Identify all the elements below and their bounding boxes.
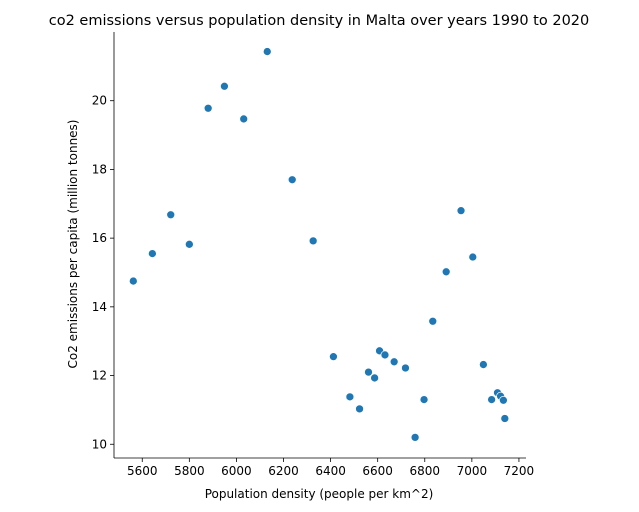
data-point: [479, 360, 488, 369]
data-point: [329, 352, 338, 362]
x-tick-label: 7000: [457, 464, 488, 478]
y-tick-label: 16: [92, 231, 107, 245]
data-point: [355, 404, 364, 414]
data-point: [419, 395, 429, 404]
x-tick-label: 6200: [268, 464, 299, 478]
x-tick-label: 5800: [174, 464, 205, 478]
data-point: [410, 433, 420, 442]
x-tick-label: 6000: [221, 464, 252, 478]
data-point: [428, 316, 438, 326]
x-tick-label: 6800: [409, 464, 440, 478]
y-tick-label: 20: [92, 94, 107, 108]
chart-title: co2 emissions versus population density …: [49, 13, 590, 29]
data-point: [499, 395, 508, 405]
data-point: [487, 395, 496, 404]
y-tick-label: 12: [92, 369, 107, 383]
axes: [113, 32, 526, 459]
data-point: [441, 267, 451, 277]
data-point: [370, 373, 379, 383]
data-point: [389, 357, 399, 367]
x-axis-ticks: 5600 5800 6000 6200 6400 6600 6800 7000 7200: [127, 458, 534, 478]
y-axis-label: Co2 emissions per capita (million tonnes…: [66, 120, 80, 369]
y-axis-ticks: 10 12 14 16 18 20: [92, 94, 114, 451]
data-point: [262, 47, 272, 56]
x-tick-label: 6400: [315, 464, 346, 478]
data-point: [287, 175, 297, 185]
data-point: [166, 210, 176, 220]
data-point: [239, 114, 249, 124]
data-point: [456, 206, 466, 215]
data-point: [203, 103, 213, 113]
y-tick-label: 18: [92, 162, 107, 176]
x-tick-label: 7200: [504, 464, 535, 478]
x-tick-label: 5600: [127, 464, 158, 478]
data-point: [401, 363, 410, 373]
data-point: [308, 236, 318, 246]
data-point: [148, 249, 157, 258]
data-point: [128, 276, 138, 286]
data-point: [500, 414, 510, 423]
data-point: [345, 392, 355, 402]
x-axis-label: Population density (people per km^2): [205, 487, 434, 501]
x-tick-label: 6600: [362, 464, 393, 478]
data-points: [128, 47, 510, 442]
y-tick-label: 10: [92, 437, 107, 451]
data-point: [380, 350, 390, 360]
data-point: [184, 239, 194, 249]
y-tick-label: 14: [92, 300, 107, 314]
data-point: [364, 367, 373, 377]
data-point: [468, 252, 478, 262]
data-point: [220, 81, 229, 91]
